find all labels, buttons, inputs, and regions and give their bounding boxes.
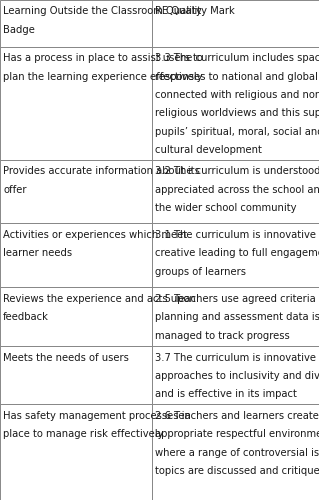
Text: Has safety management processes in
place to manage risk effectively: Has safety management processes in place… xyxy=(3,410,191,439)
Bar xyxy=(152,288,319,346)
Bar xyxy=(0,404,152,500)
Text: 2.5 Teachers use agreed criteria in
planning and assessment data is well
managed: 2.5 Teachers use agreed criteria in plan… xyxy=(155,294,319,341)
Text: RE Quality Mark: RE Quality Mark xyxy=(155,6,234,16)
Bar xyxy=(0,0,152,47)
Text: 3.3 The curriculum includes space for
responses to national and global issues
co: 3.3 The curriculum includes space for re… xyxy=(155,54,319,156)
Bar xyxy=(0,288,152,346)
Text: Learning Outside the Classroom Quality
Badge: Learning Outside the Classroom Quality B… xyxy=(3,6,202,35)
Text: Has a process in place to assist users to
plan the learning experience effective: Has a process in place to assist users t… xyxy=(3,54,203,82)
Text: Provides accurate information about its
offer: Provides accurate information about its … xyxy=(3,166,200,194)
Bar xyxy=(152,47,319,160)
Bar xyxy=(152,346,319,404)
Bar xyxy=(152,160,319,224)
Text: 3.7 The curriculum is innovative in its
approaches to inclusivity and diversity
: 3.7 The curriculum is innovative in its … xyxy=(155,352,319,400)
Bar xyxy=(0,160,152,224)
Bar xyxy=(0,346,152,404)
Bar xyxy=(152,404,319,500)
Text: Reviews the experience and acts upon
feedback: Reviews the experience and acts upon fee… xyxy=(3,294,196,322)
Bar xyxy=(152,0,319,47)
Text: 3.2 The curriculum is understood and
appreciated across the school and within
th: 3.2 The curriculum is understood and app… xyxy=(155,166,319,213)
Text: 2.6 Teachers and learners create
appropriate respectful environments
where a ran: 2.6 Teachers and learners create appropr… xyxy=(155,410,319,476)
Bar xyxy=(152,224,319,288)
Bar xyxy=(0,224,152,288)
Text: 3.1 The curriculum is innovative and
creative leading to full engagement of all
: 3.1 The curriculum is innovative and cre… xyxy=(155,230,319,277)
Text: Meets the needs of users: Meets the needs of users xyxy=(3,352,129,362)
Text: Activities or experiences which meet
learner needs: Activities or experiences which meet lea… xyxy=(3,230,187,258)
Bar xyxy=(0,47,152,160)
